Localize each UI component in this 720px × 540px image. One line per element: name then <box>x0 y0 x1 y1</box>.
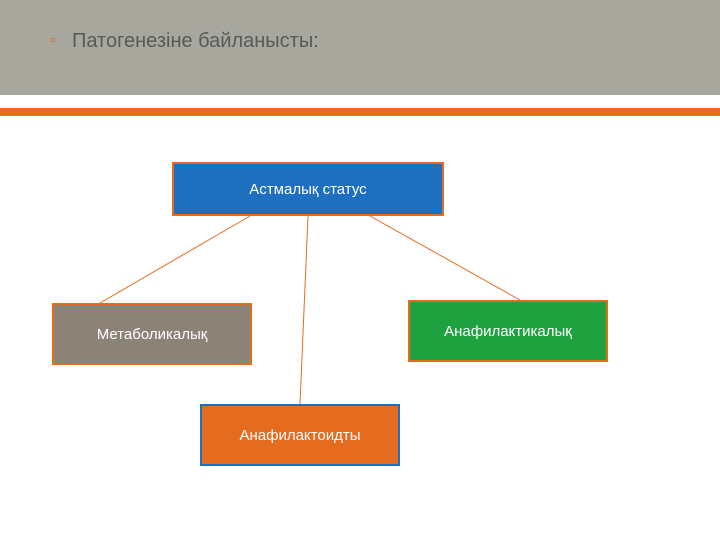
node-root: Астмалық статус <box>172 162 444 216</box>
node-bottom-label: Анафилактоидты <box>239 427 360 444</box>
node-bottom: Анафилактоидты <box>200 404 400 466</box>
node-root-label: Астмалық статус <box>249 181 366 198</box>
node-right: Анафилактикалық <box>408 300 608 362</box>
node-right-label: Анафилактикалық <box>444 323 572 340</box>
node-left-label: Метаболикалық <box>97 326 208 343</box>
node-left: Метаболикалық <box>52 303 252 365</box>
